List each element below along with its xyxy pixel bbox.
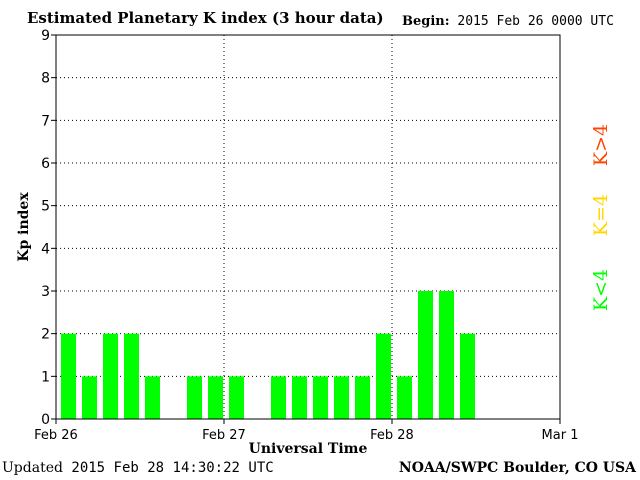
y-axis-title: Kp index [16, 192, 32, 262]
y-tick-label: 8 [41, 71, 50, 87]
kp-bar [124, 333, 139, 419]
y-tick-label: 0 [41, 412, 50, 428]
y-tick-label: 2 [41, 327, 50, 343]
y-tick-label: 3 [41, 284, 50, 300]
kp-bar [418, 291, 433, 419]
kp-bar [103, 333, 118, 419]
begin-label: Begin: [402, 14, 450, 29]
kp-bar [439, 291, 454, 419]
y-tick-label: 4 [41, 241, 50, 257]
kp-bar [271, 376, 286, 419]
plot-frame [55, 34, 561, 420]
kp-bar [229, 376, 244, 419]
kp-bar [82, 376, 97, 419]
x-tick-label: Feb 27 [202, 428, 246, 443]
y-tick-label: 6 [41, 156, 50, 172]
x-tick-label: Feb 26 [34, 428, 78, 443]
legend-high: K>4 [590, 124, 612, 166]
kp-bar [208, 376, 223, 419]
x-axis-title: Universal Time [249, 441, 368, 457]
y-tick-label: 9 [41, 28, 50, 44]
begin-time: Begin: 2015 Feb 26 0000 UTC [402, 14, 614, 29]
kp-bar [355, 376, 370, 419]
updated-label: Updated [2, 460, 63, 476]
x-tick-label: Mar 1 [542, 428, 579, 443]
source-credit: NOAA/SWPC Boulder, CO USA [398, 460, 636, 476]
kp-bar [292, 376, 307, 419]
kp-bar [187, 376, 202, 419]
kp-bar [313, 376, 328, 419]
legend-mid: K=4 [590, 194, 612, 236]
kp-bar [460, 333, 475, 419]
begin-value: 2015 Feb 26 0000 UTC [457, 14, 614, 29]
y-tick-label: 1 [41, 369, 50, 385]
legend-low: K<4 [590, 269, 612, 311]
kp-bar [61, 333, 76, 419]
kp-bar [376, 333, 391, 419]
chart-title: Estimated Planetary K index (3 hour data… [27, 9, 384, 27]
y-tick-label: 5 [41, 199, 50, 215]
updated-timestamp: Updated 2015 Feb 28 14:30:22 UTC [2, 460, 274, 476]
updated-value: 2015 Feb 28 14:30:22 UTC [71, 460, 274, 476]
y-tick-label: 7 [41, 113, 50, 129]
x-tick-label: Feb 28 [370, 428, 414, 443]
kp-bar [397, 376, 412, 419]
kp-bar [145, 376, 160, 419]
kp-bar [334, 376, 349, 419]
